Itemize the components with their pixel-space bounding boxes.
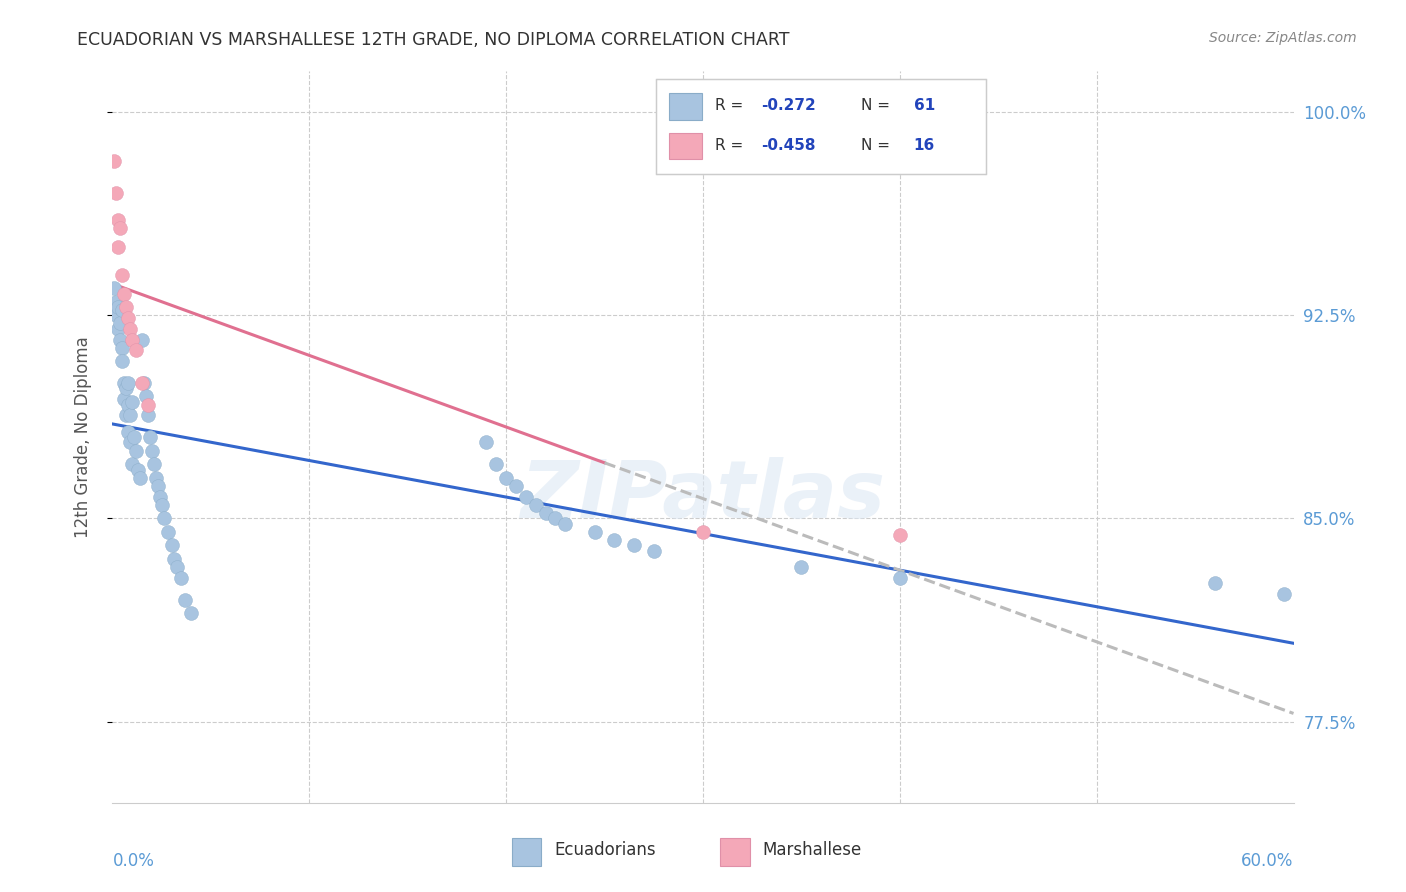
Point [121, 333, 143, 347]
Point [111, 302, 134, 317]
Point [117, 376, 139, 390]
Point [146, 479, 169, 493]
Point [623, 538, 645, 552]
Point [127, 462, 149, 476]
Point [142, 457, 165, 471]
Point [107, 322, 129, 336]
Point [554, 516, 576, 531]
Point [121, 457, 143, 471]
Point [103, 281, 125, 295]
Point [475, 435, 498, 450]
Text: 60.0%: 60.0% [1241, 852, 1294, 870]
Point [139, 430, 162, 444]
Point [120, 409, 142, 423]
Point [692, 524, 714, 539]
Point [495, 471, 517, 485]
Point [110, 221, 132, 235]
Point [149, 490, 172, 504]
Point [103, 153, 125, 168]
Point [115, 381, 138, 395]
Point [111, 268, 134, 282]
Point [505, 479, 527, 493]
Point [112, 286, 135, 301]
Text: ZIPatlas: ZIPatlas [520, 457, 886, 534]
Point [889, 527, 911, 541]
Point [790, 560, 813, 574]
Point [112, 392, 135, 406]
Point [603, 533, 626, 547]
Point [120, 435, 142, 450]
Point [152, 511, 174, 525]
Point [166, 560, 188, 574]
Point [112, 376, 135, 390]
Point [141, 443, 163, 458]
Point [110, 333, 132, 347]
Point [136, 398, 159, 412]
Point [129, 471, 152, 485]
Point [643, 544, 665, 558]
Point [180, 606, 202, 620]
Point [111, 354, 134, 368]
Point [107, 300, 129, 314]
Point [107, 213, 129, 227]
Point [105, 308, 128, 322]
Point [136, 409, 159, 423]
Point [145, 471, 167, 485]
Point [170, 571, 193, 585]
Point [131, 376, 153, 390]
Point [515, 490, 537, 504]
Point [132, 376, 155, 390]
Point [122, 430, 145, 444]
Point [121, 395, 143, 409]
Point [583, 524, 606, 539]
Point [889, 571, 911, 585]
Point [105, 294, 128, 309]
Point [485, 457, 508, 471]
Point [117, 425, 139, 439]
Point [534, 506, 557, 520]
Point [115, 409, 138, 423]
Point [125, 343, 148, 358]
Point [150, 498, 173, 512]
Point [131, 333, 153, 347]
Point [524, 498, 547, 512]
Point [117, 310, 139, 325]
Point [110, 316, 132, 330]
Point [115, 300, 138, 314]
Y-axis label: 12th Grade, No Diploma: 12th Grade, No Diploma [73, 336, 91, 538]
Point [1272, 587, 1295, 601]
Text: Source: ZipAtlas.com: Source: ZipAtlas.com [1209, 31, 1357, 45]
Point [174, 592, 197, 607]
Point [160, 538, 183, 552]
Point [162, 552, 184, 566]
Point [120, 322, 142, 336]
Point [156, 524, 179, 539]
Point [544, 511, 567, 525]
Point [135, 389, 157, 403]
Text: 0.0%: 0.0% [112, 852, 155, 870]
Point [107, 240, 129, 254]
Point [111, 341, 134, 355]
Point [117, 398, 139, 412]
Point [105, 186, 128, 201]
Text: ECUADORIAN VS MARSHALLESE 12TH GRADE, NO DIPLOMA CORRELATION CHART: ECUADORIAN VS MARSHALLESE 12TH GRADE, NO… [77, 31, 790, 49]
Point [125, 443, 148, 458]
Point [1204, 576, 1226, 591]
